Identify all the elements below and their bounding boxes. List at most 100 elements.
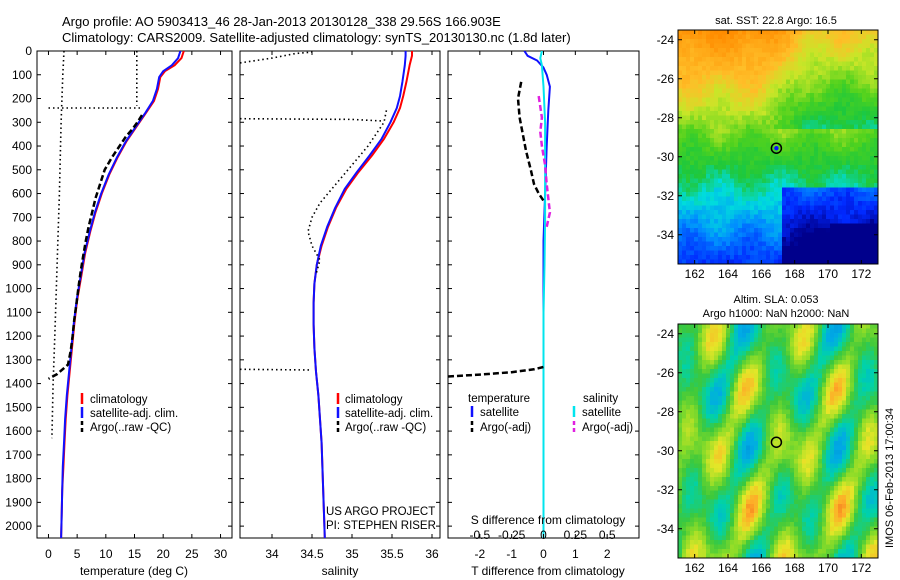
map-cell: [702, 88, 707, 94]
map-cell: [750, 472, 755, 478]
map-cell: [798, 66, 803, 71]
map-cell: [790, 513, 795, 518]
map-cell: [834, 250, 839, 256]
map-cell: [830, 337, 835, 343]
map-cell: [734, 147, 739, 152]
map-cell: [694, 477, 699, 482]
map-cell: [774, 111, 779, 116]
map-cell: [834, 196, 839, 202]
map-cell: [738, 39, 743, 44]
map-cell: [862, 228, 867, 233]
map-cell: [762, 535, 767, 541]
map-cell: [730, 486, 735, 491]
map-cell: [758, 531, 763, 536]
map-cell: [746, 165, 751, 170]
map-cell: [794, 531, 799, 536]
map-cell: [730, 52, 735, 58]
map-cell: [862, 232, 867, 238]
map-cell: [742, 66, 747, 71]
map-cell: [750, 61, 755, 67]
map-cell: [714, 124, 719, 130]
map-cell: [746, 192, 751, 197]
map-lon-label: 166: [751, 267, 771, 281]
map-cell: [830, 142, 835, 148]
map-cell: [766, 328, 771, 334]
map-cell: [822, 364, 827, 370]
map-cell: [810, 373, 815, 379]
map-cell: [782, 223, 787, 229]
map-cell: [814, 147, 819, 152]
map-cell: [722, 223, 727, 229]
map-cell: [862, 255, 867, 260]
map-cell: [786, 454, 791, 460]
map-cell: [818, 255, 823, 260]
map-cell: [714, 369, 719, 374]
map-cell: [786, 219, 791, 224]
map-cell: [798, 75, 803, 80]
map-cell: [850, 66, 855, 71]
map-cell: [678, 495, 683, 500]
map-cell: [706, 106, 711, 112]
map-cell: [810, 174, 815, 179]
map-cell: [774, 378, 779, 383]
map-cell: [730, 499, 735, 505]
map-cell: [834, 84, 839, 89]
map-cell: [730, 30, 735, 35]
map-cell: [738, 369, 743, 374]
map-cell: [686, 97, 691, 103]
map-cell: [830, 508, 835, 514]
map-cell: [854, 75, 859, 80]
map-cell: [766, 93, 771, 98]
map-cell: [706, 540, 711, 545]
map-cell: [766, 436, 771, 442]
map-cell: [766, 174, 771, 179]
map-cell: [766, 61, 771, 67]
map-cell: [806, 535, 811, 541]
map-cell: [826, 504, 831, 509]
map-cell: [778, 369, 783, 374]
map-cell: [766, 432, 771, 437]
map-cell: [738, 553, 743, 559]
map-cell: [806, 250, 811, 256]
map-cell: [718, 459, 723, 464]
map-cell: [726, 526, 731, 532]
map-cell: [790, 391, 795, 397]
map-cell: [842, 214, 847, 220]
map-cell: [750, 196, 755, 202]
map-cell: [698, 364, 703, 370]
map-cell: [762, 187, 767, 193]
map-cell: [710, 369, 715, 374]
map-cell: [758, 441, 763, 446]
map-cell: [690, 360, 695, 365]
map-cell: [702, 427, 707, 433]
map-cell: [782, 138, 787, 143]
map-cell: [698, 160, 703, 166]
map-cell: [730, 373, 735, 379]
map-cell: [694, 346, 699, 352]
map-cell: [694, 400, 699, 406]
map-cell: [786, 333, 791, 338]
map-cell: [690, 75, 695, 80]
map-cell: [750, 79, 755, 85]
map-cell: [722, 214, 727, 220]
map-cell: [782, 441, 787, 446]
map-cell: [778, 151, 783, 157]
map-cell: [778, 255, 783, 260]
map-cell: [842, 48, 847, 53]
map-cell: [722, 142, 727, 148]
map-cell: [738, 84, 743, 89]
map-cell: [742, 378, 747, 383]
map-cell: [726, 427, 731, 433]
map-cell: [734, 481, 739, 487]
map-cell: [750, 414, 755, 419]
map-cell: [802, 526, 807, 532]
map-cell: [770, 120, 775, 125]
map-cell: [826, 414, 831, 419]
map-cell: [858, 61, 863, 67]
map-cell: [818, 201, 823, 206]
map-cell: [766, 196, 771, 202]
map-cell: [762, 364, 767, 370]
map-cell: [778, 219, 783, 224]
map-cell: [818, 52, 823, 58]
map-cell: [802, 324, 807, 329]
